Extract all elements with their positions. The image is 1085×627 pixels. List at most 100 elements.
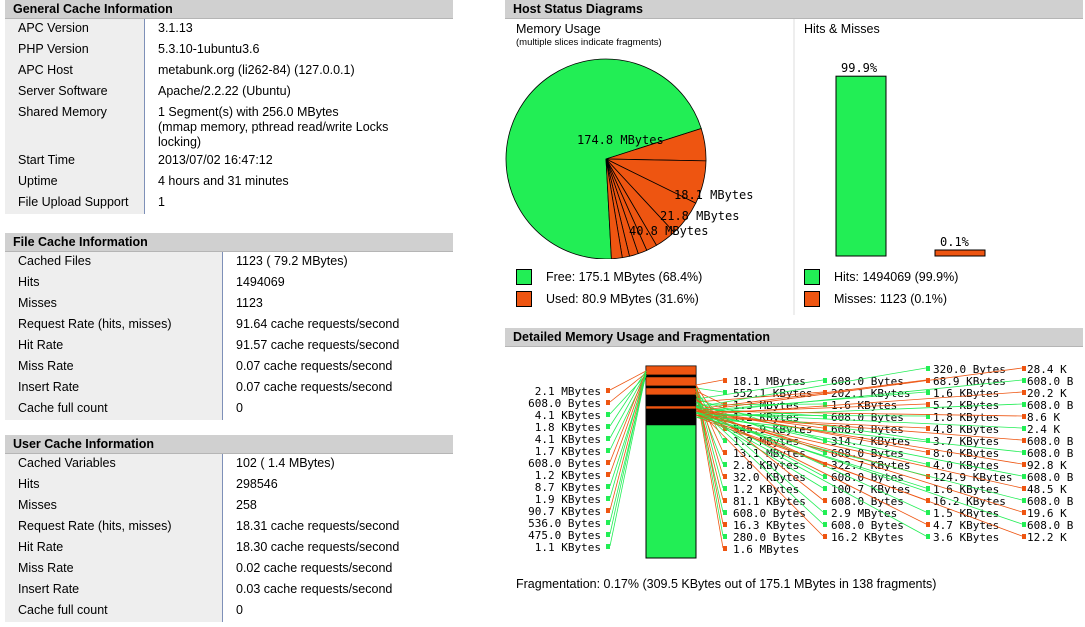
frag-marker: [823, 510, 827, 515]
frag-marker: [1022, 510, 1026, 515]
table-row: File Upload Support 1: [5, 193, 453, 214]
table-row: Hits 1494069: [5, 273, 453, 294]
user-cache-title: User Cache Information: [5, 435, 453, 454]
frag-marker: [1022, 462, 1026, 467]
frag-label: 19.6 K: [1027, 507, 1067, 520]
frag-line: [609, 370, 647, 391]
frag-marker: [823, 414, 827, 419]
frag-label: 608.0 B: [1027, 495, 1074, 508]
frag-marker: [926, 498, 930, 503]
frag-line: [609, 372, 647, 439]
file-cache-panel: File Cache Information Cached Files 1123 …: [5, 233, 453, 420]
frag-marker: [1022, 474, 1026, 479]
frag-label: 608.0 B: [1027, 447, 1074, 460]
frag-marker: [1022, 450, 1026, 455]
frag-marker: [606, 544, 610, 549]
row-label: Hits: [5, 475, 223, 496]
frag-label: 1.1 KBytes: [535, 541, 601, 554]
table-row: Cache full count 0: [5, 399, 453, 420]
frag-line: [695, 410, 1023, 513]
frag-line: [609, 372, 647, 475]
used-legend-label: Used: 80.9 MBytes (31.6%): [546, 292, 699, 306]
fragmentation-panel: Detailed Memory Usage and Fragmentation …: [505, 328, 1083, 597]
table-row: PHP Version 5.3.10-1ubuntu3.6: [5, 40, 453, 61]
frag-label: 16.2 KBytes: [933, 495, 1006, 508]
frag-line: [609, 370, 647, 499]
table-row: Request Rate (hits, misses) 91.64 cache r…: [5, 315, 453, 336]
frag-label: 2.9 MBytes: [831, 507, 897, 520]
row-label: Hits: [5, 273, 223, 294]
frag-line: [695, 379, 927, 410]
memory-usage-title: Memory Usage: [516, 22, 601, 36]
frag-marker: [926, 534, 930, 539]
frag-label: 608.0 B: [1027, 435, 1074, 448]
frag-line: [695, 379, 724, 386]
frag-label: 81.1 KBytes: [733, 495, 806, 508]
table-row: Misses 258: [5, 496, 453, 517]
table-row: Start Time 2013/07/02 16:47:12: [5, 151, 453, 172]
frag-label: 48.5 K: [1027, 483, 1067, 496]
row-label: Cache full count: [5, 601, 223, 622]
frag-marker: [1022, 390, 1026, 395]
frag-marker: [823, 378, 827, 383]
table-row: Hit Rate 91.57 cache requests/second: [5, 336, 453, 357]
frag-marker: [926, 510, 930, 515]
row-value: 18.31 cache requests/second: [222, 517, 453, 538]
frag-label: 16.2 KBytes: [831, 531, 904, 544]
frag-line: [695, 416, 1023, 453]
frag-label: 5.2 KBytes: [933, 399, 999, 412]
frag-marker: [926, 366, 930, 371]
frag-label: 608.0 Bytes: [831, 495, 904, 508]
hits-legend-label: Hits: 1494069 (99.9%): [834, 270, 959, 284]
row-label: Server Software: [5, 82, 145, 103]
frag-marker: [723, 390, 727, 395]
frag-marker: [926, 450, 930, 455]
frag-label: 68.9 KBytes: [933, 375, 1006, 388]
misses-legend-label: Misses: 1123 (0.1%): [834, 292, 948, 306]
memory-segment: [645, 387, 697, 396]
row-label: File Upload Support: [5, 193, 145, 214]
frag-line: [609, 374, 647, 487]
frag-label: 608.0 Bytes: [733, 507, 806, 520]
row-value: 0.03 cache requests/second: [222, 580, 453, 601]
row-value: 1494069: [222, 273, 453, 294]
frag-marker: [723, 534, 727, 539]
frag-line: [695, 403, 1023, 418]
frag-marker: [823, 474, 827, 479]
frag-marker: [823, 486, 827, 491]
free-legend-label: Free: 175.1 MBytes (68.4%): [546, 270, 703, 284]
frag-marker: [823, 534, 827, 539]
frag-label: 1.9 KBytes: [535, 493, 601, 506]
frag-marker: [606, 520, 610, 525]
frag-label: 608.0 Bytes: [831, 471, 904, 484]
frag-label: 608.0 B: [1027, 471, 1074, 484]
frag-line: [695, 412, 1023, 525]
frag-label: 90.7 KBytes: [528, 505, 601, 518]
row-label: Hit Rate: [5, 538, 223, 559]
row-value: 1 Segment(s) with 256.0 MBytes (mmap mem…: [144, 103, 453, 151]
table-row: Miss Rate 0.07 cache requests/second: [5, 357, 453, 378]
frag-marker: [926, 402, 930, 407]
table-row: Miss Rate 0.02 cache requests/second: [5, 559, 453, 580]
fragmentation-footer: Fragmentation: 0.17% (309.5 KBytes out o…: [516, 577, 937, 591]
frag-label: 536.0 Bytes: [528, 517, 601, 530]
frag-label: 32.0 KBytes: [733, 471, 806, 484]
hits-misses-box: Hits & Misses 99.9% 0.1% Hits: 1494069 (9…: [795, 19, 1083, 315]
frag-line: [609, 370, 647, 427]
frag-label: 8.6 K: [1027, 411, 1060, 424]
frag-label: 1.6 MBytes: [733, 543, 799, 556]
table-row: Request Rate (hits, misses) 18.31 cache r…: [5, 517, 453, 538]
frag-label: 2.4 K: [1027, 423, 1060, 436]
frag-label: 16.3 KBytes: [733, 519, 806, 532]
table-row: Uptime 4 hours and 31 minutes: [5, 172, 453, 193]
pie-label: 40.8 MBytes: [629, 224, 708, 238]
row-label: Uptime: [5, 172, 145, 193]
frag-marker: [1022, 366, 1026, 371]
frag-marker: [723, 546, 727, 551]
frag-marker: [606, 508, 610, 513]
frag-label: 12.2 K: [1027, 531, 1067, 544]
frag-line: [695, 410, 1023, 417]
frag-label: 18.1 MBytes: [733, 375, 806, 388]
memory-usage-box: Memory Usage (multiple slices indicate f…: [505, 19, 793, 315]
